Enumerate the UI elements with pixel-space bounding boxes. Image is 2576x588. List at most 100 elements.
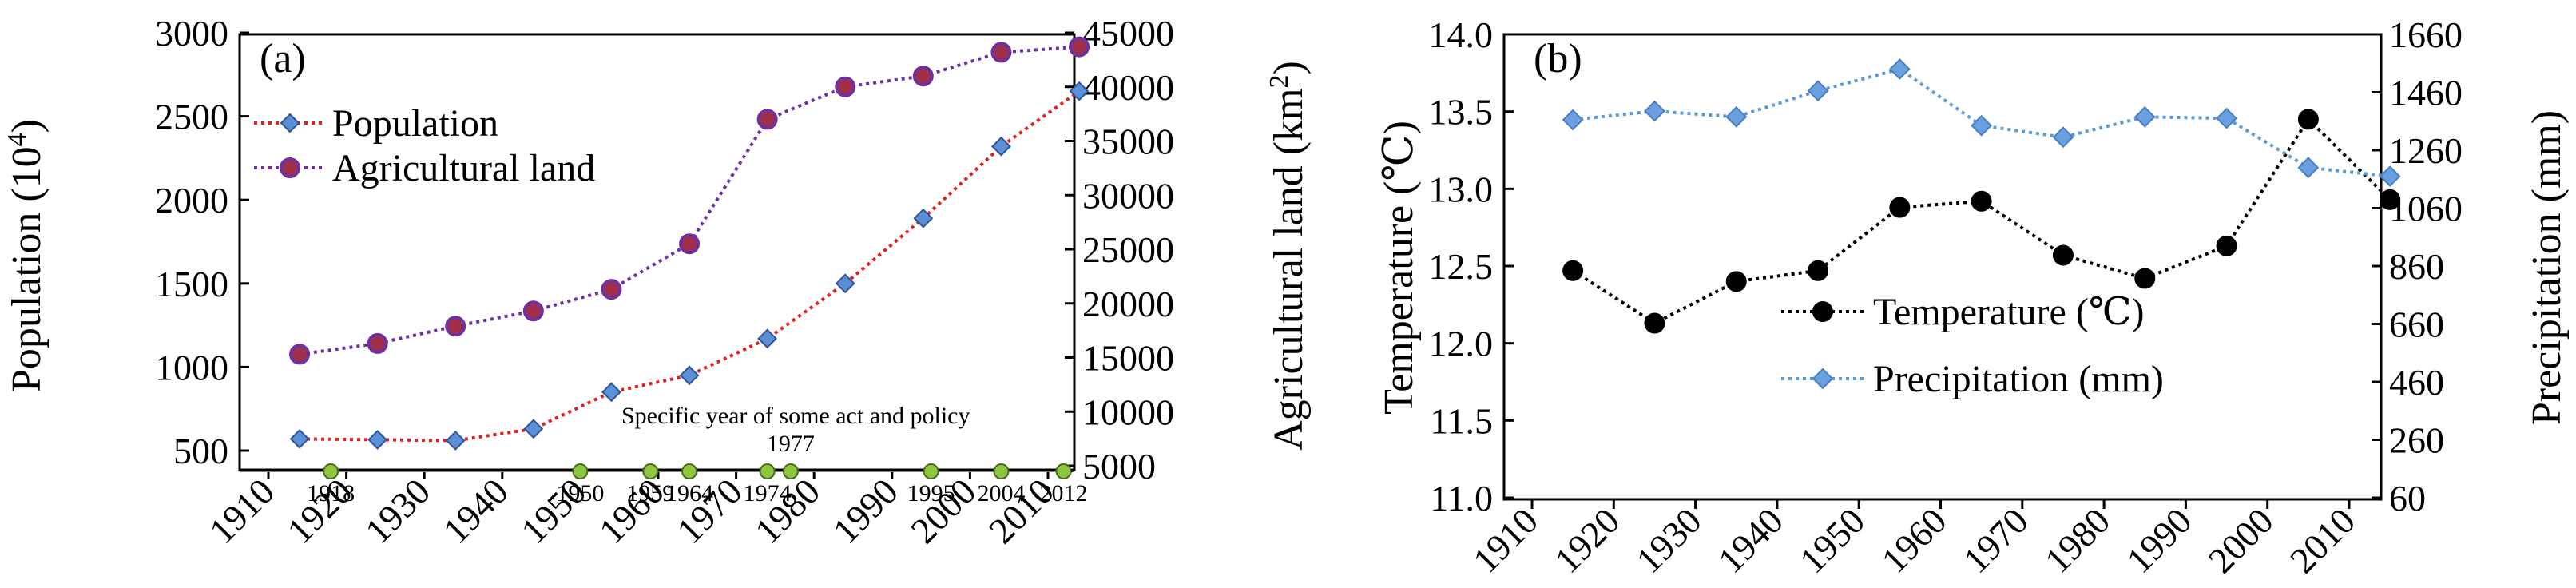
series-line-agricultural-land <box>299 45 1080 356</box>
legend-label: Temperature (℃) <box>1873 291 2145 333</box>
y-right-tick-label: 5000 <box>1082 446 1156 487</box>
data-point <box>1562 260 1584 281</box>
data-point <box>990 42 1012 63</box>
policy-year-marker <box>782 463 799 479</box>
y-tick-label: 11.0 <box>1430 478 1493 518</box>
y-axis-left-title-a: Population (104) <box>2 119 50 392</box>
data-point <box>2134 268 2156 289</box>
data-point <box>991 136 1011 157</box>
x-axis-ticks-b: 1910 1920 1930 1940 1950 1960 1970 1980 1990 2000… <box>1465 499 2363 581</box>
y-right-tick-label: 15000 <box>1082 338 1174 379</box>
y-axis-left-title-b: Temperature (℃) <box>1376 121 1422 415</box>
data-point <box>1644 100 1665 122</box>
x-tick-label: 1980 <box>2037 500 2118 581</box>
data-point <box>1808 260 1829 281</box>
x-tick-label: 1970 <box>1955 500 2036 581</box>
panel-a: (a) Population (104) Agricultural land (… <box>2 13 1312 551</box>
x-tick-label: 1990 <box>825 471 906 551</box>
y-axis-left-ticks-a: 500 1000 1500 2000 2500 3000 <box>155 13 249 471</box>
data-point <box>1971 190 1992 212</box>
y-right-tick-label: 660 <box>2389 304 2444 345</box>
plot-frame-b <box>1502 33 2383 501</box>
y-right-tick-label: 1660 <box>2389 14 2463 55</box>
data-point <box>756 109 778 130</box>
x-tick-label: 1960 <box>1873 500 1954 581</box>
y-right-tick-label: 60 <box>2389 478 2426 518</box>
y-axis-left-ticks-b: 11.0 11.5 12.0 12.5 13.0 13.5 14.0 <box>1429 14 1514 518</box>
series-b <box>1562 58 2401 334</box>
y-tick-label: 1500 <box>155 264 228 304</box>
y-right-tick-label: 1260 <box>2389 130 2463 171</box>
x-tick-label: 1920 <box>1546 500 1627 581</box>
x-tick-label: 1940 <box>435 471 516 551</box>
data-point <box>1644 312 1665 334</box>
policy-year-label: 1918 <box>307 480 355 507</box>
y-axis-right-title-a: Agricultural land (km2) <box>1264 61 1312 451</box>
legend-b: Temperature (℃) Precipitation (mm) <box>1781 291 2164 400</box>
data-point <box>289 344 311 365</box>
data-point <box>445 431 466 451</box>
legend-label: Precipitation (mm) <box>1873 358 2164 400</box>
y-tick-label: 14.0 <box>1429 14 1494 55</box>
y-right-tick-label: 1460 <box>2389 73 2463 113</box>
legend-label: Agricultural land <box>332 147 595 189</box>
y-axis-right-title-b: Precipitation (mm) <box>2524 110 2570 425</box>
policy-year-label: 1959 <box>626 480 674 507</box>
y-tick-label: 13.5 <box>1429 92 1494 133</box>
data-point <box>1069 36 1090 58</box>
data-point <box>1889 197 1911 218</box>
panel-label-a: (a) <box>260 36 306 81</box>
policy-year-marker <box>1055 463 1072 479</box>
y-tick-label: 11.5 <box>1430 400 1493 441</box>
x-tick-label: 1940 <box>1710 500 1791 581</box>
y-tick-label: 13.0 <box>1429 169 1494 209</box>
x-tick-label: 1990 <box>2118 500 2199 581</box>
data-point <box>2297 157 2320 179</box>
data-point <box>2133 105 2156 128</box>
y-right-tick-label: 30000 <box>1082 175 1174 216</box>
y-tick-label: 3000 <box>155 13 228 54</box>
y-tick-label: 12.5 <box>1429 246 1494 287</box>
y-right-tick-label: 10000 <box>1082 391 1174 432</box>
data-point <box>757 328 778 349</box>
panel-label-b: (b) <box>1534 36 1582 81</box>
y-tick-label: 1000 <box>155 347 228 387</box>
policy-annotation: Specific year of some act and policy <box>621 403 970 429</box>
policy-year-marker <box>642 463 659 479</box>
data-point <box>2379 165 2401 188</box>
policy-year-label: 1964 <box>665 480 713 507</box>
policy-year-label: 1974 <box>744 480 792 507</box>
y-tick-label: 2000 <box>155 180 228 220</box>
policy-year-label: 1977 <box>767 431 815 457</box>
data-point <box>912 66 934 87</box>
data-point <box>835 273 855 294</box>
y-right-tick-label: 460 <box>2389 362 2444 403</box>
data-point <box>1971 114 1993 137</box>
policy-year-label: 2012 <box>1040 480 1088 507</box>
y-right-tick-label: 1060 <box>2389 189 2463 229</box>
policy-year-marker <box>923 463 939 479</box>
series-line-temperature <box>1572 117 2391 325</box>
data-point <box>679 365 700 386</box>
data-point <box>835 76 856 97</box>
data-point <box>1725 105 1748 128</box>
data-point <box>1807 80 1829 102</box>
data-point <box>2052 244 2074 266</box>
legend-marker <box>1812 368 1834 390</box>
y-tick-label: 500 <box>173 431 228 471</box>
data-point <box>2216 235 2237 256</box>
legend-marker <box>1812 301 1833 322</box>
x-tick-label: 1930 <box>357 471 438 551</box>
y-axis-right-ticks-b: 60 260 460 660 860 1060 1260 1460 1660 <box>2372 14 2463 518</box>
x-tick-label: 2000 <box>2201 500 2281 581</box>
policy-year-label: 2004 <box>977 480 1025 507</box>
y-right-tick-label: 860 <box>2389 246 2444 287</box>
y-tick-label: 2500 <box>155 97 228 137</box>
legend-marker <box>280 157 300 178</box>
y-right-tick-label: 25000 <box>1082 229 1174 270</box>
legend-marker <box>280 113 300 133</box>
data-point <box>679 233 701 255</box>
data-point <box>1888 58 1911 80</box>
y-right-tick-label: 45000 <box>1082 13 1174 54</box>
